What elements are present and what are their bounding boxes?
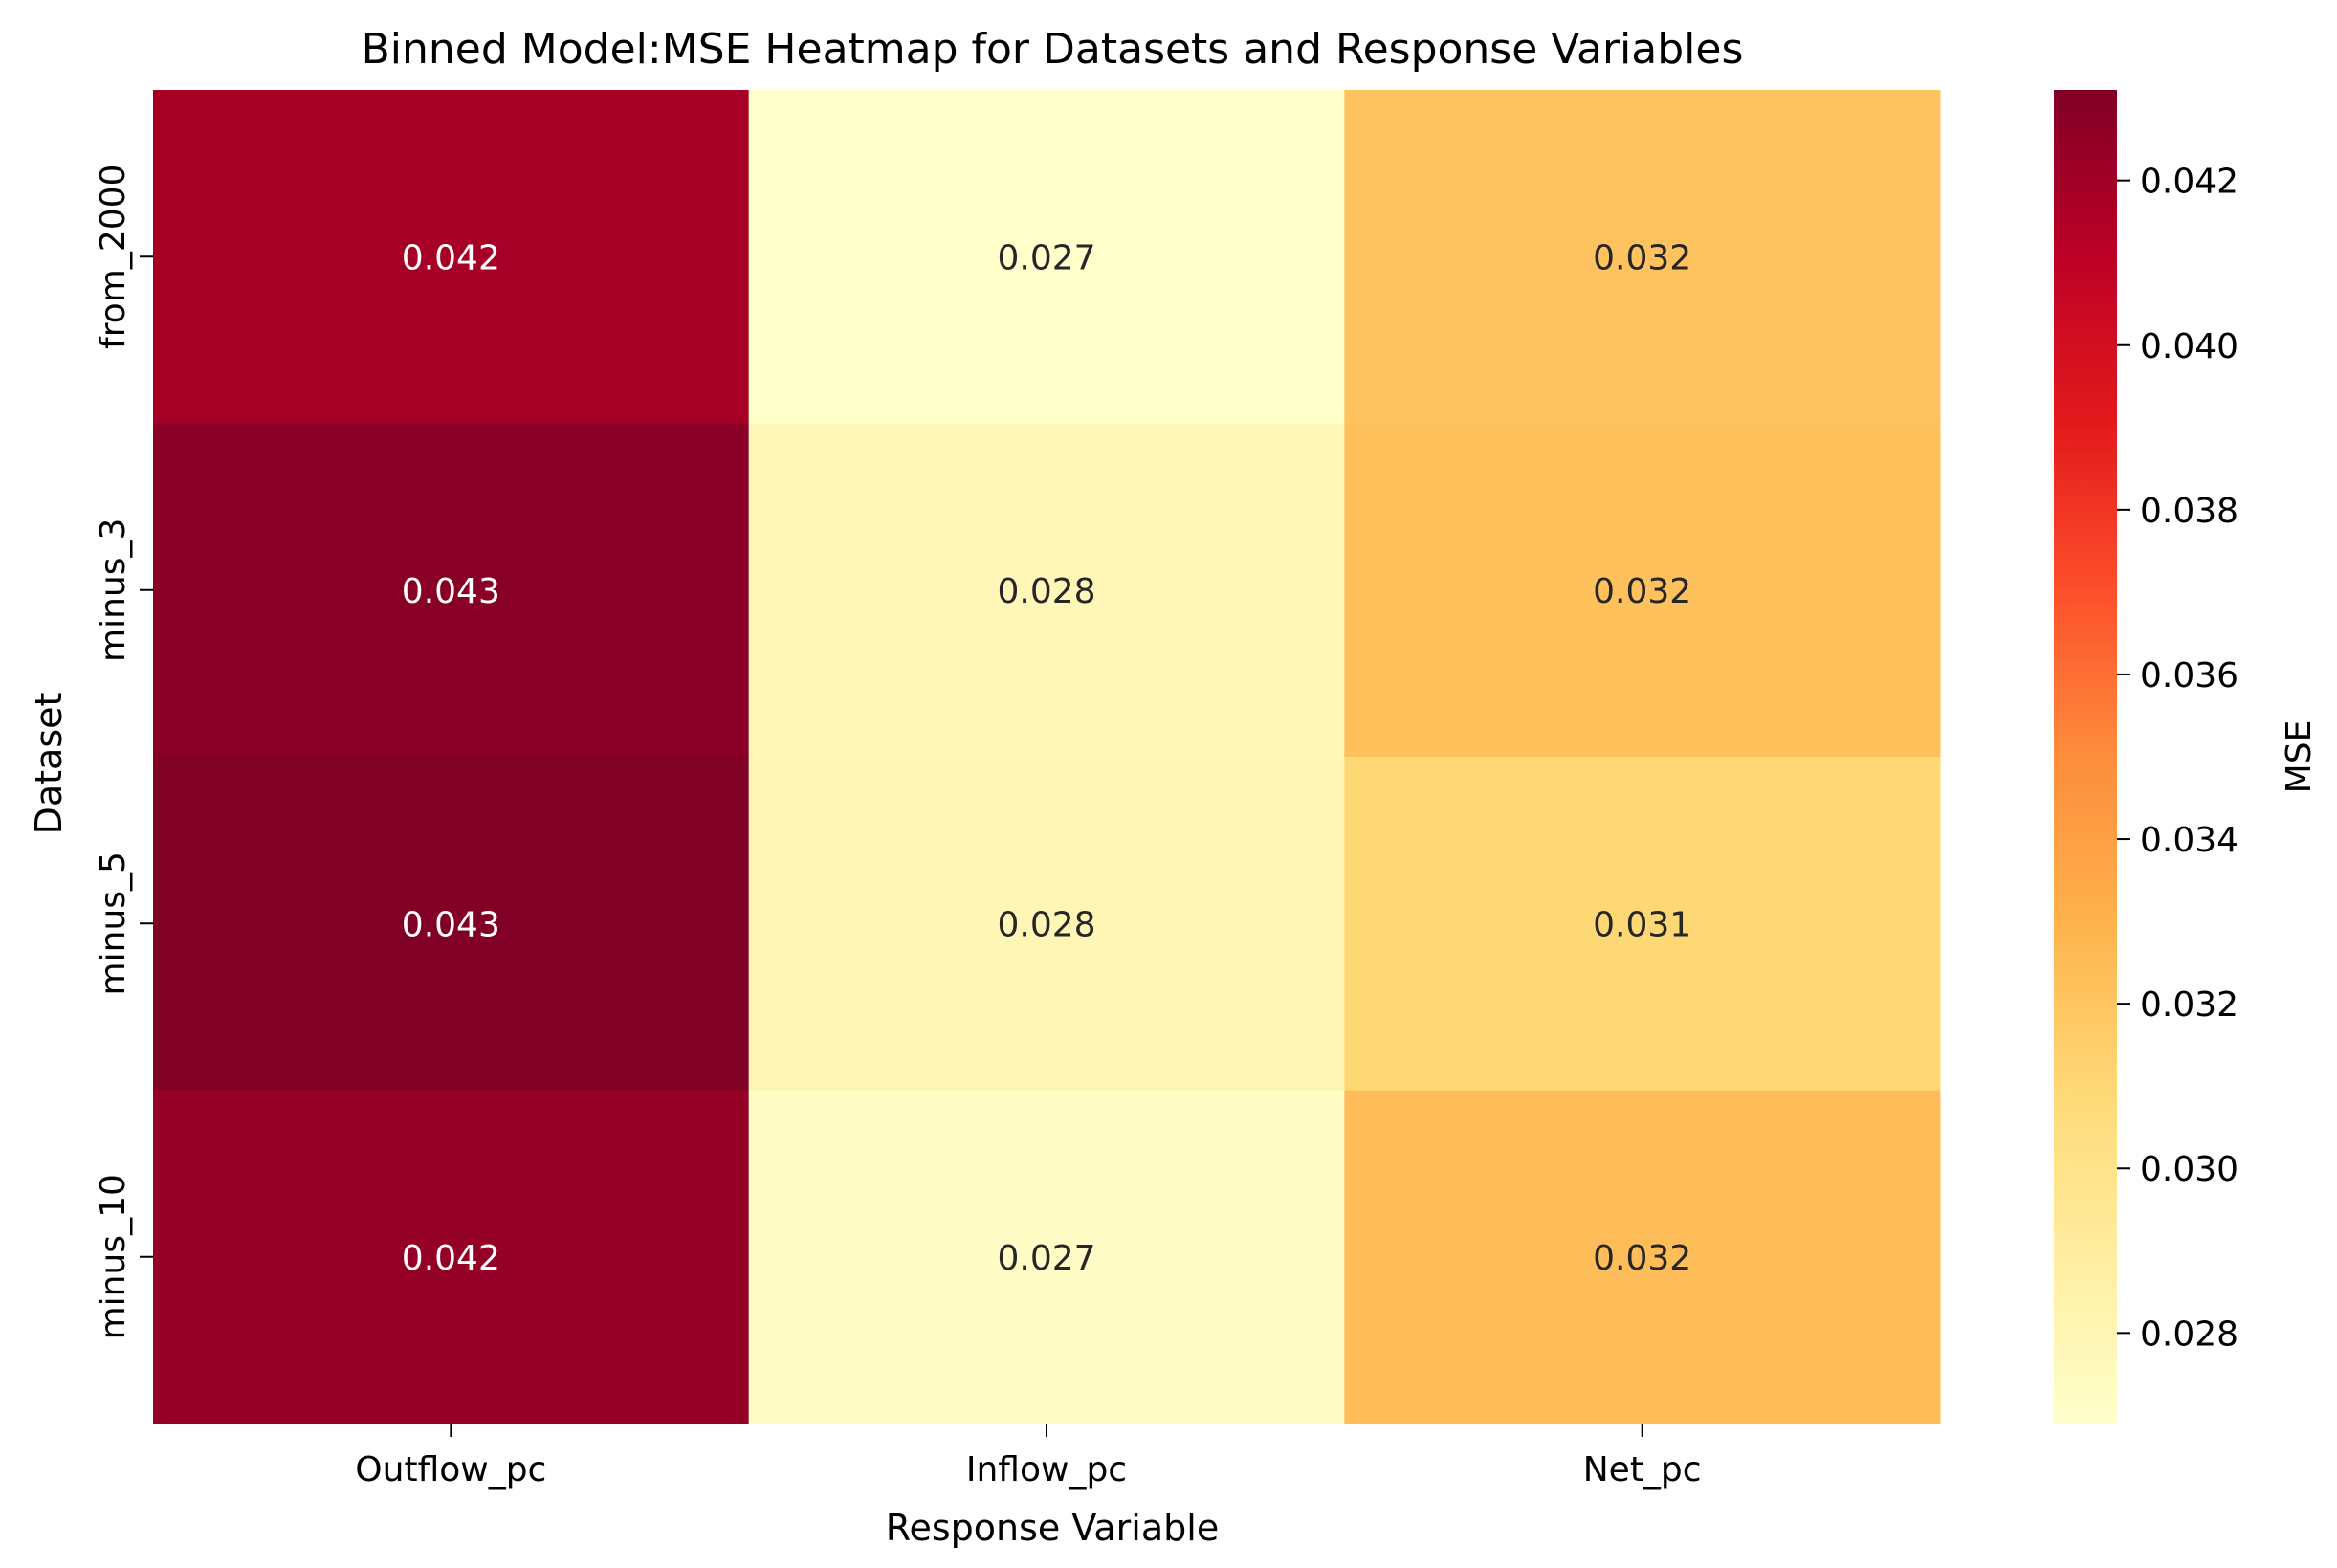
colorbar-tick-label: 0.034 — [2140, 821, 2238, 860]
cell-value-label: 0.043 — [402, 572, 500, 611]
colorbar-tick-label: 0.036 — [2140, 656, 2238, 696]
y-axis-ticks: from_2000 minus_3 minus_5 minus_10 — [94, 165, 153, 1339]
cell-value-label: 0.032 — [1593, 1239, 1691, 1278]
heatmap-cell — [748, 1090, 1345, 1424]
colorbar-tick-label: 0.028 — [2140, 1314, 2238, 1354]
heatmap-cell — [153, 90, 750, 424]
heatmap-cell — [1344, 90, 1941, 424]
heatmap-cell — [153, 1090, 750, 1424]
heatmap-cell — [748, 423, 1345, 758]
heatmap-cell — [153, 757, 750, 1091]
colorbar-tick-label: 0.040 — [2140, 327, 2238, 366]
x-axis-label: Response Variable — [886, 1507, 1219, 1549]
heatmap-cell — [748, 90, 1345, 424]
colorbar-tick-label: 0.032 — [2140, 985, 2238, 1025]
x-tick-label: Net_pc — [1583, 1450, 1702, 1490]
colorbar-tick-label: 0.030 — [2140, 1150, 2238, 1189]
heatmap-cells: 0.042 0.027 0.032 0.043 0.028 0.032 0.043 0.028… — [153, 90, 1941, 1424]
y-axis-label: Dataset — [28, 693, 70, 835]
cell-value-label: 0.027 — [997, 1239, 1095, 1278]
x-tick-label: Inflow_pc — [966, 1450, 1127, 1490]
colorbar-gradient — [2054, 90, 2117, 1424]
cell-value-label: 0.032 — [1593, 572, 1691, 611]
cell-value-label: 0.042 — [402, 238, 500, 277]
heatmap-cell — [1344, 757, 1941, 1091]
heatmap-cell — [1344, 423, 1941, 758]
cell-value-label: 0.031 — [1593, 905, 1691, 944]
cell-value-label: 0.027 — [997, 238, 1095, 277]
heatmap-cell — [1344, 1090, 1941, 1424]
cell-value-label: 0.043 — [402, 905, 500, 944]
x-tick-label: Outflow_pc — [355, 1450, 546, 1490]
y-tick-label: minus_10 — [94, 1174, 133, 1339]
heatmap-cell — [748, 757, 1345, 1091]
colorbar-ticks: 0.028 0.030 0.032 0.034 0.036 0.038 0.040 0.042 — [2117, 163, 2238, 1354]
heatmap-cell — [153, 423, 750, 758]
chart-title: Binned Model:MSE Heatmap for Datasets an… — [362, 25, 1744, 74]
colorbar-label: MSE — [2280, 720, 2319, 794]
colorbar-tick-label: 0.038 — [2140, 492, 2238, 531]
y-tick-label: from_2000 — [94, 165, 133, 349]
cell-value-label: 0.028 — [997, 572, 1095, 611]
cell-value-label: 0.042 — [402, 1239, 500, 1278]
x-axis-ticks: Outflow_pc Inflow_pc Net_pc — [355, 1424, 1702, 1490]
cell-value-label: 0.028 — [997, 905, 1095, 944]
y-tick-label: minus_5 — [94, 851, 133, 995]
y-tick-label: minus_3 — [94, 519, 133, 662]
colorbar-tick-label: 0.042 — [2140, 163, 2238, 202]
cell-value-label: 0.032 — [1593, 238, 1691, 277]
colorbar: 0.028 0.030 0.032 0.034 0.036 0.038 0.040 0.042… — [2054, 90, 2319, 1424]
